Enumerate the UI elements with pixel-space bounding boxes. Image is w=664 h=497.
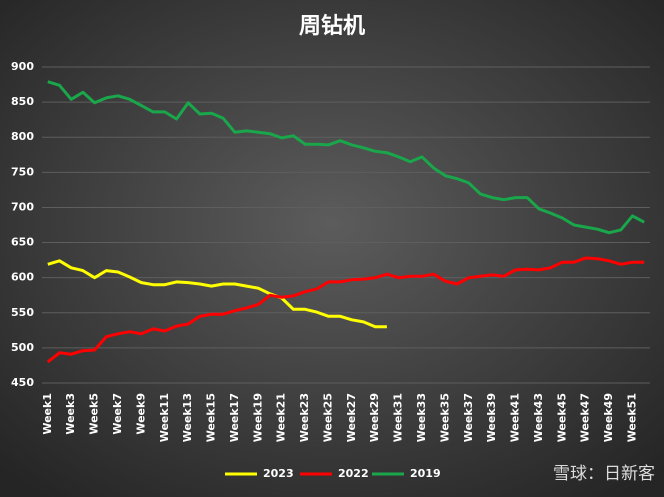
- x-tick-label: Week5: [88, 393, 101, 435]
- y-tick-label: 900: [11, 60, 34, 73]
- y-tick-label: 850: [11, 95, 34, 108]
- series-line: [46, 256, 645, 364]
- y-tick-label: 550: [11, 306, 34, 319]
- y-tick-label: 650: [11, 236, 34, 249]
- x-tick-label: Week41: [509, 393, 522, 442]
- series-line: [47, 80, 645, 235]
- x-tick-label: Week23: [298, 393, 311, 442]
- x-tick-label: Week21: [275, 393, 288, 442]
- legend-label: 2019: [410, 467, 441, 480]
- x-tick-label: Week33: [415, 393, 428, 442]
- y-tick-label: 750: [11, 165, 34, 178]
- y-tick-label: 450: [11, 376, 34, 389]
- x-tick-label: Week7: [111, 393, 124, 435]
- y-tick-label: 700: [11, 200, 34, 213]
- x-tick-label: Week1: [41, 393, 54, 435]
- x-tick-label: Week37: [462, 393, 475, 442]
- x-tick-label: Week19: [251, 393, 264, 442]
- legend-label: 2022: [338, 467, 369, 480]
- x-tick-label: Week39: [485, 393, 498, 442]
- x-tick-label: Week13: [181, 393, 194, 442]
- legend-label: 2023: [263, 467, 294, 480]
- x-tick-label: Week11: [158, 393, 171, 442]
- x-tick-label: Week17: [228, 393, 241, 442]
- x-tick-label: Week51: [625, 393, 638, 442]
- x-tick-label: Week9: [134, 393, 147, 435]
- watermark: 雪球：日新客: [553, 464, 655, 484]
- y-tick-label: 500: [11, 341, 34, 354]
- x-tick-label: Week47: [579, 393, 592, 442]
- x-tick-label: Week45: [555, 393, 568, 442]
- series-line: [47, 259, 387, 329]
- x-tick-label: Week27: [345, 393, 358, 442]
- y-tick-label: 800: [11, 130, 34, 143]
- x-tick-label: Week49: [602, 393, 615, 442]
- x-tick-label: Week15: [205, 393, 218, 442]
- x-tick-label: Week3: [64, 393, 77, 435]
- x-tick-label: Week29: [368, 393, 381, 442]
- x-tick-label: Week31: [392, 393, 405, 442]
- x-tick-label: Week25: [321, 393, 334, 442]
- chart-title: 周钻机: [299, 13, 365, 39]
- y-tick-label: 600: [11, 271, 34, 284]
- x-tick-label: Week43: [532, 393, 545, 442]
- x-tick-label: Week35: [438, 393, 451, 442]
